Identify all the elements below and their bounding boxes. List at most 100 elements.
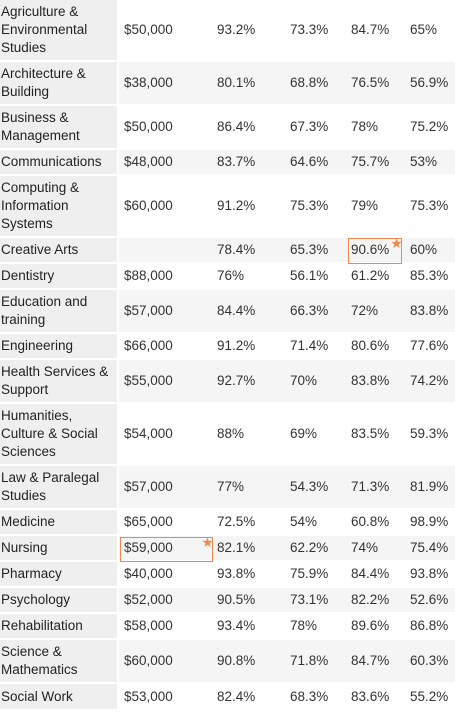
cell-value: 76%: [217, 268, 245, 283]
field-name: Humanities, Culture & Social Sciences: [1, 408, 98, 459]
cell-value: 84.4%: [217, 303, 256, 318]
table-row: Education and training $57,000 84.4% 66.3% 7…: [0, 290, 455, 334]
cell-value: $57,000: [124, 479, 173, 494]
cell-value: 68.8%: [290, 75, 329, 90]
median-salary-cell: $57,000: [119, 466, 213, 510]
cell-value: 82.1%: [217, 540, 256, 555]
rate-c-cell: 74%: [347, 536, 405, 562]
rate-a-cell: 83.7%: [213, 150, 285, 176]
cell-value: 88%: [217, 426, 245, 441]
table-row: Computing & Information Systems $60,000 91…: [0, 176, 455, 238]
field-name-cell: Nursing: [0, 536, 119, 562]
cell-value: 75.3%: [290, 198, 329, 213]
cell-value: 83.6%: [351, 688, 390, 704]
field-name: Agriculture & Environmental Studies: [1, 4, 88, 55]
rate-b-cell: 54%: [285, 510, 347, 536]
table-row: Business & Management $50,000 86.4% 67.3% 78…: [0, 106, 455, 150]
cell-value: 73.3%: [290, 22, 329, 37]
cell-value: 60.3%: [410, 653, 449, 668]
rate-c-cell: 79%: [347, 176, 405, 238]
cell-value: $59,000: [124, 540, 173, 555]
cell-value: 75.3%: [410, 198, 449, 213]
cell-value: 93.4%: [217, 618, 256, 633]
cell-value: $60,000: [124, 653, 173, 668]
median-salary-cell: $57,000: [119, 290, 213, 334]
rate-b-cell: 69%: [285, 404, 347, 466]
field-name: Medicine: [1, 514, 56, 529]
median-salary-cell: $54,000: [119, 404, 213, 466]
cell-value: 86.4%: [217, 119, 256, 134]
table-row: Architecture & Building $38,000 80.1% 68.8%…: [0, 62, 455, 106]
cell-value: 85.3%: [410, 268, 449, 283]
rate-c-cell: 83.6%: [347, 684, 405, 711]
field-name: Nursing: [1, 540, 48, 555]
cell-value: $55,000: [124, 373, 173, 388]
cell-value: 67.3%: [290, 119, 329, 134]
field-name-cell: Dentistry: [0, 264, 119, 290]
field-name-cell: Psychology: [0, 588, 119, 614]
cell-value: 54%: [290, 514, 318, 529]
table-row: Health Services & Support $55,000 92.7% 70%…: [0, 360, 455, 404]
rate-c-cell: 60.8%: [347, 510, 405, 536]
median-salary-cell: $48,000: [119, 150, 213, 176]
median-salary-cell: $59,000: [119, 536, 213, 562]
cell-value: $52,000: [124, 592, 173, 607]
rate-d-cell: 60.3%: [405, 640, 455, 684]
cell-value: 61.2%: [351, 268, 390, 283]
cell-value: $50,000: [124, 22, 173, 37]
median-salary-cell: $65,000: [119, 510, 213, 536]
cell-value: 74.2%: [410, 373, 449, 388]
rate-a-cell: 93.8%: [213, 562, 285, 588]
cell-value: 54.3%: [290, 479, 329, 494]
cell-value: 93.8%: [217, 566, 256, 581]
rate-a-cell: 84.4%: [213, 290, 285, 334]
cell-value: 80.1%: [217, 75, 256, 90]
cell-value: 84.7%: [351, 22, 390, 37]
rate-b-cell: 73.3%: [285, 0, 347, 62]
field-name: Engineering: [1, 338, 74, 353]
rate-b-cell: 56.1%: [285, 264, 347, 290]
field-name: Computing & Information Systems: [1, 180, 80, 231]
cell-value: 60.8%: [351, 514, 390, 529]
rate-c-cell: 76.5%: [347, 62, 405, 106]
field-name: Psychology: [1, 592, 71, 607]
cell-value: $38,000: [124, 75, 173, 90]
field-name-cell: Pharmacy: [0, 562, 119, 588]
rate-b-cell: 68.3%: [285, 684, 347, 711]
rate-a-cell: 93.4%: [213, 614, 285, 640]
cell-value: 77%: [217, 479, 245, 494]
rate-d-cell: 93.8%: [405, 562, 455, 588]
field-name: Creative Arts: [1, 242, 79, 257]
rate-b-cell: 71.4%: [285, 334, 347, 360]
median-salary-cell: [119, 238, 213, 264]
rate-c-cell: 71.3%: [347, 466, 405, 510]
cell-value: 76.5%: [351, 75, 390, 90]
cell-value: 83.7%: [217, 154, 256, 169]
rate-a-cell: 80.1%: [213, 62, 285, 106]
table-row: Engineering $66,000 91.2% 71.4% 80.6% 77.6%: [0, 334, 455, 360]
cell-value: $50,000: [124, 119, 173, 134]
cell-value: 72.5%: [217, 514, 256, 529]
rate-c-cell: 83.8%: [347, 360, 405, 404]
rate-d-cell: 55.2%: [405, 684, 455, 711]
field-name: Law & Paralegal Studies: [1, 470, 100, 503]
field-name-cell: Education and training: [0, 290, 119, 334]
cell-value: 86.8%: [410, 618, 449, 633]
field-name: Education and training: [1, 294, 88, 327]
cell-value: $53,000: [124, 688, 173, 704]
cell-value: $40,000: [124, 566, 173, 581]
table-row: Psychology $52,000 90.5% 73.1% 82.2% 52.6%: [0, 588, 455, 614]
cell-value: 65.3%: [290, 242, 329, 257]
field-name-cell: Engineering: [0, 334, 119, 360]
cell-value: $57,000: [124, 303, 173, 318]
rate-a-cell: 77%: [213, 466, 285, 510]
cell-value: 82.2%: [351, 592, 390, 607]
cell-value: 69%: [290, 426, 318, 441]
rate-c-cell: 82.2%: [347, 588, 405, 614]
rate-b-cell: 75.3%: [285, 176, 347, 238]
cell-value: 93.2%: [217, 22, 256, 37]
field-name: Communications: [1, 154, 102, 169]
rate-c-cell: 78%: [347, 106, 405, 150]
cell-value: 60%: [410, 242, 438, 257]
table-row: Law & Paralegal Studies $57,000 77% 54.3% 71…: [0, 466, 455, 510]
